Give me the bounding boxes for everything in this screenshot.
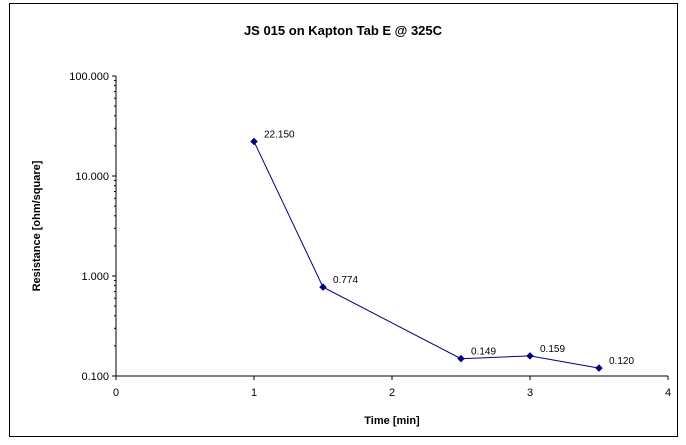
y-axis-label: Resistance [ohm/square] [31, 160, 43, 291]
y-tick-label: 0.100 [81, 371, 109, 383]
x-tick-label: 2 [389, 387, 395, 399]
data-point [526, 352, 534, 360]
y-ticks: 0.100 1.000 10.000 100.000 [69, 71, 116, 383]
chart-area [9, 3, 678, 437]
x-tick-label: 3 [527, 387, 533, 399]
data-point [595, 364, 603, 372]
series-group: 22.150 0.774 0.149 0.159 0.120 [250, 129, 634, 372]
data-point [319, 283, 327, 291]
y-tick-label: 10.000 [75, 171, 109, 183]
y-tick-label: 100.000 [69, 71, 109, 83]
data-label: 0.159 [540, 344, 565, 355]
data-label: 0.149 [471, 347, 496, 358]
plot-area [115, 76, 668, 377]
data-label: 0.774 [333, 275, 358, 286]
series-line [253, 141, 600, 369]
chart-title: JS 015 on Kapton Tab E @ 325C [244, 23, 443, 38]
y-tick-label: 1.000 [81, 271, 109, 283]
x-ticks: 0 1 2 3 4 [113, 376, 671, 399]
data-point [250, 137, 258, 146]
x-axis-label: Time [min] [364, 415, 420, 427]
x-tick-label: 1 [251, 387, 257, 399]
data-label: 22.150 [264, 129, 295, 140]
x-tick-label: 0 [113, 387, 119, 399]
data-point [457, 354, 465, 363]
data-label: 0.120 [609, 356, 634, 367]
x-tick-label: 4 [665, 387, 671, 399]
